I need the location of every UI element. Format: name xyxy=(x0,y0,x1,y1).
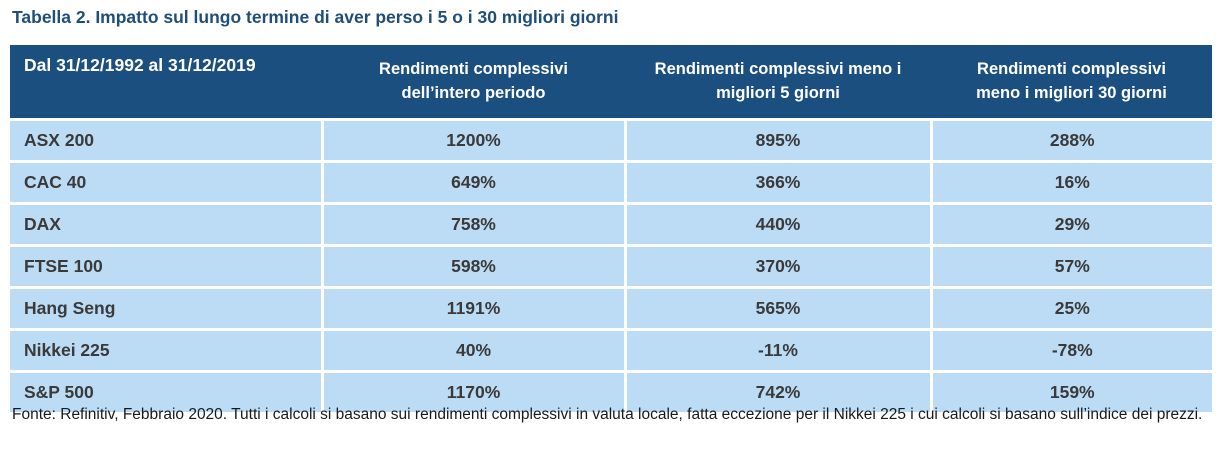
index-name: DAX xyxy=(10,202,322,246)
table-row: FTSE 100 598% 370% 57% xyxy=(10,244,1212,288)
returns-table: Dal 31/12/1992 al 31/12/2019 Rendimenti … xyxy=(10,45,1212,412)
header-period-label: Dal 31/12/1992 al 31/12/2019 xyxy=(24,55,256,75)
index-name: Hang Seng xyxy=(10,286,322,330)
table-row: S&P 500 1170% 742% 159% xyxy=(10,370,1212,412)
minus5-return-cell: 440% xyxy=(623,202,931,246)
total-return-cell: 649% xyxy=(320,160,625,204)
header-minus5-line2: migliori 5 giorni xyxy=(716,83,840,102)
total-return-cell: 1200% xyxy=(320,119,625,162)
table-row: Hang Seng 1191% 565% 25% xyxy=(10,286,1212,330)
total-return-cell: 758% xyxy=(320,202,625,246)
table-row: ASX 200 1200% 895% 288% xyxy=(10,119,1212,162)
header-row: Dal 31/12/1992 al 31/12/2019 Rendimenti … xyxy=(10,45,1212,121)
table-row: DAX 758% 440% 29% xyxy=(10,202,1212,246)
minus30-return-cell: 25% xyxy=(929,286,1212,330)
table-row: CAC 40 649% 366% 16% xyxy=(10,160,1212,204)
returns-table-container: Dal 31/12/1992 al 31/12/2019 Rendimenti … xyxy=(10,45,1212,412)
minus5-return-cell: -11% xyxy=(623,328,931,372)
minus30-return-cell: 29% xyxy=(929,202,1212,246)
source-note: Fonte: Refinitiv, Febbraio 2020. Tutti i… xyxy=(12,406,1203,423)
total-return-cell: 1191% xyxy=(320,286,625,330)
header-minus-5: Rendimenti complessivi meno i migliori 5… xyxy=(625,45,931,121)
header-total-returns: Rendimenti complessivi dell’intero perio… xyxy=(322,45,625,121)
table-title: Tabella 2. Impatto sul lungo termine di … xyxy=(12,7,619,27)
table-body: ASX 200 1200% 895% 288% CAC 40 649% 366%… xyxy=(10,119,1212,412)
index-name: CAC 40 xyxy=(10,160,322,204)
minus5-return-cell: 366% xyxy=(623,160,931,204)
total-return-cell: 598% xyxy=(320,244,625,288)
minus30-return-cell: 16% xyxy=(929,160,1212,204)
header-total-line2: dell’intero periodo xyxy=(401,83,546,102)
minus5-return-cell: 370% xyxy=(623,244,931,288)
minus5-return-cell: 895% xyxy=(623,119,931,162)
header-period: Dal 31/12/1992 al 31/12/2019 xyxy=(10,45,322,121)
header-total-line1: Rendimenti complessivi xyxy=(379,59,568,78)
minus30-return-cell: 288% xyxy=(929,119,1212,162)
header-minus30-line1: Rendimenti complessivi xyxy=(977,59,1166,78)
minus30-return-cell: -78% xyxy=(929,328,1212,372)
minus30-return-cell: 159% xyxy=(929,370,1212,412)
index-name: FTSE 100 xyxy=(10,244,322,288)
total-return-cell: 1170% xyxy=(320,370,625,412)
total-return-cell: 40% xyxy=(320,328,625,372)
index-name: Nikkei 225 xyxy=(10,328,322,372)
header-minus5-line1: Rendimenti complessivi meno i xyxy=(654,59,902,78)
index-name: S&P 500 xyxy=(10,370,322,412)
minus5-return-cell: 565% xyxy=(623,286,931,330)
header-minus-30: Rendimenti complessivi meno i migliori 3… xyxy=(931,45,1212,121)
minus30-return-cell: 57% xyxy=(929,244,1212,288)
index-name: ASX 200 xyxy=(10,119,322,162)
table-header: Dal 31/12/1992 al 31/12/2019 Rendimenti … xyxy=(10,45,1212,121)
header-minus30-line2: meno i migliori 30 giorni xyxy=(976,83,1167,102)
table-row: Nikkei 225 40% -11% -78% xyxy=(10,328,1212,372)
minus5-return-cell: 742% xyxy=(623,370,931,412)
